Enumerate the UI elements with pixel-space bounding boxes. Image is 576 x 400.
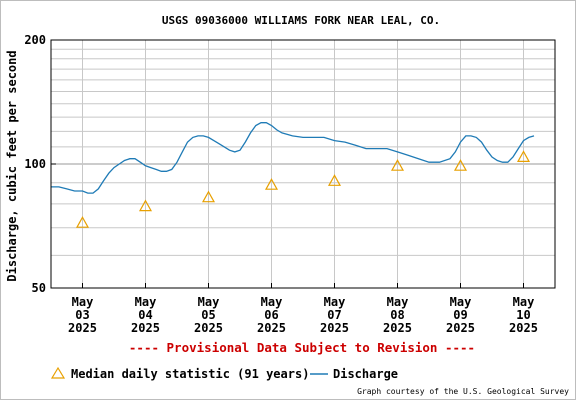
x-tick-year: 2025	[383, 321, 412, 335]
x-tick-label: May 05 2025	[194, 295, 223, 335]
discharge-series-line	[51, 122, 535, 194]
provisional-notice: ---- Provisional Data Subject to Revisio…	[129, 340, 475, 355]
chart-grid	[51, 39, 555, 289]
x-tick-day: 08	[390, 308, 404, 322]
y-axis-label: Discharge, cubic feet per second	[5, 50, 19, 281]
x-tick-month: May	[513, 295, 535, 309]
x-tick-month: May	[198, 295, 220, 309]
y-tick-label: 50	[32, 281, 46, 295]
y-tick-label: 100	[24, 157, 46, 171]
median-point	[453, 159, 468, 171]
x-tick-year: 2025	[194, 321, 223, 335]
x-tick-month: May	[261, 295, 283, 309]
x-tick-year: 2025	[68, 321, 97, 335]
median-point	[390, 159, 405, 171]
x-tick-year: 2025	[131, 321, 160, 335]
x-tick-year: 2025	[320, 321, 349, 335]
median-point	[138, 199, 153, 212]
x-tick-day: 07	[327, 308, 341, 322]
x-tick-year: 2025	[509, 321, 538, 335]
x-tick-day: 05	[201, 308, 215, 322]
x-tick-day: 04	[138, 308, 152, 322]
median-point	[516, 150, 531, 162]
credit-note: Graph courtesy of the U.S. Geological Su…	[357, 387, 569, 396]
x-tick-label: May 10 2025	[509, 295, 538, 335]
median-point	[327, 174, 342, 186]
x-tick-month: May	[387, 295, 409, 309]
chart-legend: Median daily statistic (91 years) Discha…	[50, 366, 398, 381]
chart-series	[51, 122, 535, 228]
x-tick-year: 2025	[446, 321, 475, 335]
median-point	[201, 190, 216, 203]
x-tick-label: May 07 2025	[320, 295, 349, 335]
x-tick-day: 03	[75, 308, 89, 322]
x-tick-label: May 08 2025	[383, 295, 412, 335]
x-tick-label: May 04 2025	[131, 295, 160, 335]
y-tick-label: 200	[24, 33, 46, 47]
median-point	[75, 216, 90, 228]
y-axis-ticks: 200 100 50	[24, 33, 56, 295]
x-tick-label: May 09 2025	[446, 295, 475, 335]
x-tick-day: 09	[453, 308, 467, 322]
x-tick-label: May 06 2025	[257, 295, 286, 335]
x-tick-month: May	[450, 295, 472, 309]
x-tick-label: May 03 2025	[68, 295, 97, 335]
legend-discharge-label: Discharge	[333, 367, 398, 381]
legend-median-label: Median daily statistic (91 years)	[71, 367, 309, 381]
chart-title: USGS 09036000 WILLIAMS FORK NEAR LEAL, C…	[162, 14, 440, 27]
median-triangle-icon	[50, 366, 66, 379]
median-point	[264, 178, 279, 190]
x-tick-month: May	[324, 295, 346, 309]
x-tick-month: May	[72, 295, 94, 309]
x-tick-day: 10	[516, 308, 530, 322]
x-tick-year: 2025	[257, 321, 286, 335]
x-tick-day: 06	[264, 308, 278, 322]
x-tick-month: May	[135, 295, 157, 309]
